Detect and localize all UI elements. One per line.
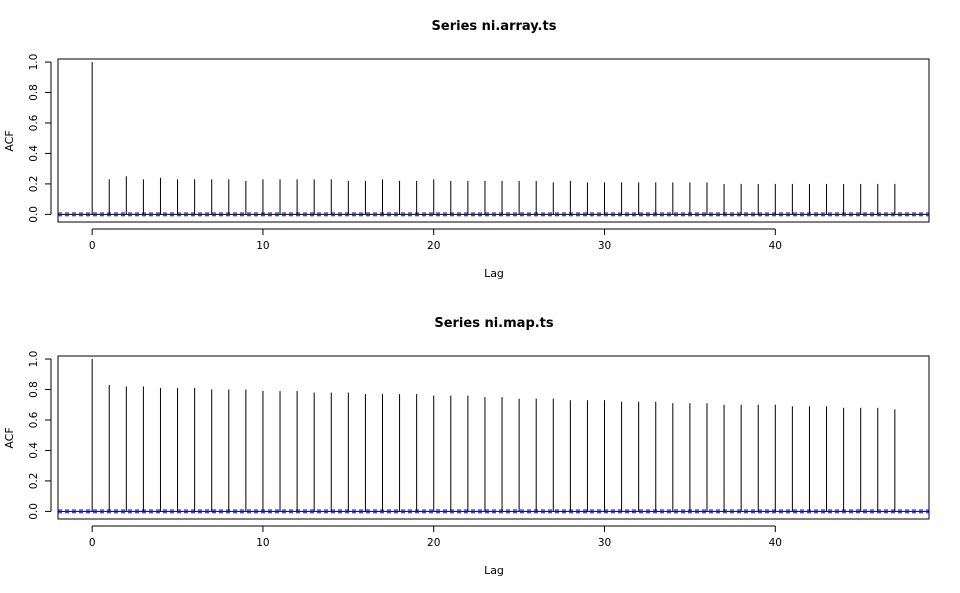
x-tick-label: 20 — [427, 240, 440, 252]
x-tick-label: 20 — [427, 537, 440, 549]
plot-frame — [57, 58, 930, 223]
x-tick-label: 30 — [598, 537, 611, 549]
plot-frame — [57, 355, 930, 520]
y-tick-label: 0.0 — [28, 503, 40, 520]
x-tick-label: 10 — [256, 537, 269, 549]
x-tick-label: 0 — [89, 240, 96, 252]
x-tick-label: 10 — [256, 240, 269, 252]
y-tick-label: 1.0 — [28, 54, 40, 71]
y-tick-label: 0.2 — [28, 176, 40, 193]
y-tick-label: 0.8 — [28, 84, 40, 101]
y-axis-label: ACF — [3, 130, 16, 151]
y-tick-label: 0.4 — [28, 442, 40, 459]
x-tick-label: 0 — [89, 537, 96, 549]
chart-title: Series ni.array.ts — [432, 19, 557, 34]
chart-title: Series ni.map.ts — [434, 316, 554, 331]
y-tick-label: 0.2 — [28, 473, 40, 490]
y-tick-label: 1.0 — [28, 351, 40, 368]
x-tick-label: 40 — [769, 240, 782, 252]
y-tick-label: 0.6 — [28, 411, 40, 428]
x-axis-label: Lag — [484, 564, 504, 577]
x-axis-label: Lag — [484, 267, 504, 280]
x-tick-label: 30 — [598, 240, 611, 252]
y-tick-label: 0.8 — [28, 381, 40, 398]
y-tick-label: 0.6 — [28, 114, 40, 131]
y-axis-label: ACF — [3, 427, 16, 448]
x-tick-label: 40 — [769, 537, 782, 549]
y-tick-label: 0.4 — [28, 145, 40, 162]
acf-panel-map: Series ni.map.ts ACF Lag 0 10 20 30 40 0.0 0.2… — [3, 316, 930, 577]
acf-panel-array: Series ni.array.ts ACF Lag 0 10 20 30 40 0.0 0… — [3, 19, 930, 280]
y-tick-label: 0.0 — [28, 206, 40, 223]
